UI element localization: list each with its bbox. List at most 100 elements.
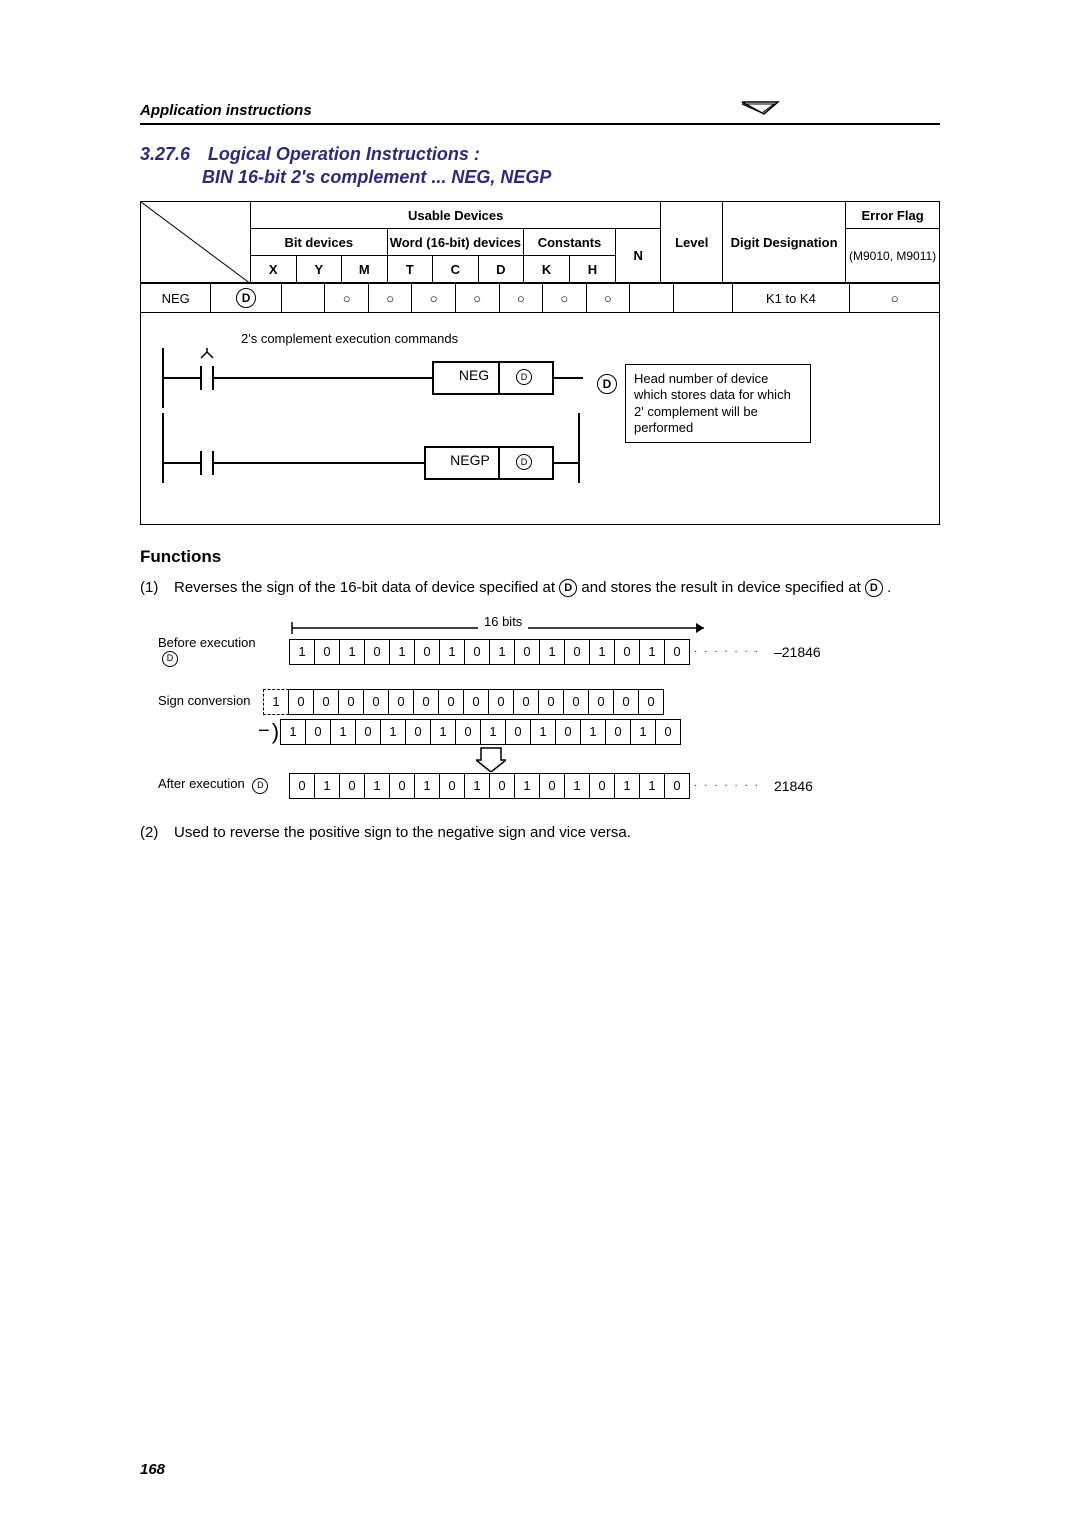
bit-cell: 1 [380,719,406,745]
bit-cell: 1 [330,719,356,745]
bit-cell: 0 [614,639,640,665]
ladder-box: 2's complement execution commands NEG D [140,313,940,525]
bit-cell: 0 [655,719,681,745]
cell-error: ○ [850,284,940,313]
hdr-usable: Usable Devices [251,202,661,229]
before-sym: D [162,651,178,667]
f1-sym1: D [559,579,577,597]
hdr-word: Word (16-bit) devices [387,229,524,256]
bit-cell: 0 [414,639,440,665]
bit-cell: 1 [480,719,506,745]
hdr-error: Error Flag [846,202,940,229]
header-title: Application instructions [140,102,312,119]
bit-cell: 1 [489,639,515,665]
dots-1: · · · · · · · [694,646,760,657]
bit-cell: 0 [563,689,589,715]
bit-cell: 0 [363,689,389,715]
f1-sym2: D [865,579,883,597]
header-arrow-icon [740,100,780,121]
num-1: (1) [140,577,174,600]
cell-d: ○ [499,284,543,313]
bit-cell: 0 [664,773,690,799]
bit-cell: 1 [539,639,565,665]
bit-cell: 0 [605,719,631,745]
col-t: T [387,256,433,283]
bit-cell: 1 [530,719,556,745]
bit-cell: 0 [364,639,390,665]
bit-cell: 1 [630,719,656,745]
func-1-text: Reverses the sign of the 16-bit data of … [174,577,940,600]
col-x: X [251,256,297,283]
col-y: Y [296,256,342,283]
diag-corner [140,201,250,283]
bit-cell: 0 [405,719,431,745]
bit-cell: 0 [464,639,490,665]
col-n: N [615,229,661,283]
hdr-digit: Digit Designation [722,202,845,283]
bit-cell: 0 [505,719,531,745]
bit-cell: 0 [413,689,439,715]
device-table-body: NEG D ○ ○ ○ ○ ○ ○ ○ K1 to K4 ○ [140,283,940,313]
bit-cell: 1 [564,773,590,799]
bit-cell: 1 [289,639,315,665]
bit-cell: 0 [588,689,614,715]
bit-cell: 0 [513,689,539,715]
before-cells: 1010101010101010 [290,639,690,665]
cell-level [673,284,732,313]
note-symbol: D [597,374,617,394]
bit-cell: 0 [305,719,331,745]
bit-cell: 0 [313,689,339,715]
section-number: 3.27.6 [140,144,190,164]
f1-pre: Reverses the sign of the 16-bit data of … [174,579,559,596]
row-sym: D [236,288,256,308]
hdr-bit: Bit devices [251,229,388,256]
section-title-line2: BIN 16-bit 2's complement ... NEG, NEGP [202,167,551,187]
bit-cell: 1 [589,639,615,665]
bit-cell: 0 [388,689,414,715]
cell-y: ○ [325,284,369,313]
hdr-const: Constants [524,229,616,256]
bit-cell: 0 [489,773,515,799]
bit-cell: 1 [389,639,415,665]
bit-cell: 0 [638,689,664,715]
bit-cell: 0 [463,689,489,715]
bit-cell: 1 [614,773,640,799]
cell-c: ○ [455,284,499,313]
bit-cell: 0 [555,719,581,745]
bit-cell: 0 [338,689,364,715]
bit-cell: 0 [389,773,415,799]
ones-cells: 1000000000000000 [264,689,664,715]
sign-label: Sign conversion [158,694,276,708]
bit-cell: 1 [464,773,490,799]
bit-cell: 0 [564,639,590,665]
after-row: After execution D 0101010101010110 · · ·… [158,772,940,800]
sub-row: − ) 1010101010101010 [158,718,940,746]
page-header: Application instructions [140,100,940,125]
col-m: M [342,256,388,283]
bit-cell: 0 [339,773,365,799]
bit-cell: 0 [439,773,465,799]
device-table-wrap: Usable Devices Level Digit Designation E… [140,201,940,283]
section-header: 3.27.6 Logical Operation Instructions : … [140,143,940,189]
bit-cell: 1 [430,719,456,745]
cell-h: ○ [586,284,630,313]
ladder-rung-2 [153,413,583,493]
f1-mid: and stores the result in device specifie… [581,579,865,596]
bit-cell: 1 [314,773,340,799]
bit-cell: 1 [263,689,289,715]
after-cells: 0101010101010110 [290,773,690,799]
note-box: Head number of device which stores data … [625,364,811,443]
cell-n [630,284,674,313]
bit-cell: 1 [364,773,390,799]
bit-cell: 1 [280,719,306,745]
bit-cell: 0 [589,773,615,799]
sub-cells: 1010101010101010 [281,719,681,745]
dots-2: · · · · · · · [694,780,760,791]
minus-sign: − [258,720,270,743]
down-arrow [476,746,940,772]
section-title-line1: Logical Operation Instructions : [208,144,480,164]
bit-cell: 0 [514,639,540,665]
func-item-1: (1) Reverses the sign of the 16-bit data… [140,577,940,600]
bit-cell: 0 [488,689,514,715]
before-val: –21846 [774,644,821,660]
